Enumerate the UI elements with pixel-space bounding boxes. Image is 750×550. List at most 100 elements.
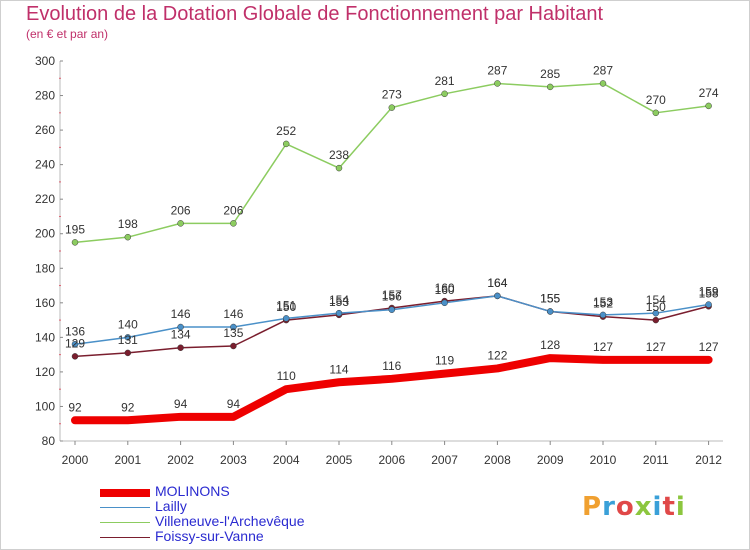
proxiti-logo: Proxiti [582, 492, 686, 522]
data-label: 114 [329, 362, 348, 376]
logo-letter: i [675, 492, 686, 522]
data-label: 155 [540, 291, 560, 305]
data-point [705, 301, 712, 308]
data-point [282, 315, 290, 322]
y-tick-label: 300 [35, 54, 55, 68]
data-label: 159 [699, 285, 719, 299]
data-label: 274 [699, 86, 719, 100]
chart-series [71, 80, 713, 425]
logo-letter: x [634, 492, 653, 522]
y-tick-label: 160 [35, 296, 55, 310]
x-tick-label: 2005 [326, 453, 353, 467]
y-tick-label: 240 [35, 158, 55, 172]
data-point [71, 239, 79, 246]
data-point [124, 334, 132, 341]
legend-label: Foissy-sur-Vanne [155, 528, 264, 544]
chart-axes: 80 100 120 140 160 180 200 220 240 260 280 300 2000 2… [35, 54, 723, 467]
x-tick-label: 2001 [114, 453, 141, 467]
data-point [230, 342, 237, 350]
data-point [177, 220, 184, 227]
data-point [494, 80, 501, 87]
legend-swatch [100, 506, 150, 509]
data-point [282, 140, 290, 148]
data-label: 270 [646, 93, 666, 107]
data-label: 134 [171, 328, 191, 342]
data-label: 195 [65, 222, 85, 236]
data-label: 154 [646, 293, 666, 307]
y-tick-label: 180 [35, 261, 55, 275]
data-point [177, 323, 184, 331]
y-tick-label: 100 [35, 399, 55, 413]
data-label: 287 [487, 63, 507, 77]
data-label: 285 [540, 67, 560, 81]
data-point [124, 349, 132, 357]
data-label: 154 [329, 293, 349, 307]
data-label: 164 [487, 276, 507, 290]
data-label: 158 [699, 286, 719, 300]
data-label: 129 [65, 336, 85, 350]
data-label: 140 [118, 317, 138, 331]
data-point [230, 220, 237, 227]
x-tick-label: 2008 [484, 453, 511, 467]
data-label: 131 [118, 333, 138, 347]
data-label: 156 [382, 290, 402, 304]
logo-letter: i [652, 492, 663, 522]
legend-label: MOLINONS [155, 483, 230, 499]
y-tick-label: 80 [42, 434, 56, 448]
data-label: 153 [329, 295, 349, 309]
data-label: 150 [276, 300, 296, 314]
data-label: 160 [435, 281, 455, 295]
x-tick-label: 2012 [695, 453, 722, 467]
logo-letter: o [615, 492, 635, 522]
data-label: 206 [223, 203, 243, 217]
data-label: 122 [487, 348, 507, 362]
data-label: 164 [487, 276, 507, 290]
y-tick-label: 280 [35, 89, 55, 103]
data-label: 136 [65, 324, 85, 338]
data-label: 146 [223, 307, 243, 321]
data-label: 94 [227, 397, 241, 411]
legend-swatch [100, 488, 150, 497]
data-point [335, 309, 343, 317]
legend-label: Lailly [155, 498, 187, 514]
x-tick-label: 2000 [62, 453, 89, 467]
data-label: 252 [276, 124, 296, 138]
data-label: 150 [646, 300, 666, 314]
data-label: 152 [593, 297, 613, 311]
data-label: 128 [540, 338, 560, 352]
legend-swatch [100, 536, 150, 539]
y-tick-label: 260 [35, 123, 55, 137]
data-label: 110 [277, 369, 296, 383]
x-tick-label: 2003 [220, 453, 247, 467]
data-label: 119 [435, 354, 454, 368]
x-tick-label: 2006 [378, 453, 405, 467]
data-label: 127 [646, 340, 666, 354]
data-point [652, 316, 660, 324]
data-label: 281 [435, 74, 455, 88]
data-point [546, 83, 554, 91]
data-label: 135 [223, 326, 243, 340]
chart-title: Evolution de la Dotation Globale de Fonc… [26, 3, 604, 25]
legend-swatch [100, 521, 150, 524]
data-label: 160 [435, 283, 455, 297]
data-point [230, 323, 237, 331]
data-label: 273 [382, 88, 402, 102]
data-label: 206 [171, 203, 191, 217]
data-point [71, 341, 79, 348]
x-tick-label: 2011 [643, 453, 669, 467]
y-tick-label: 200 [35, 227, 55, 241]
series-line [71, 354, 713, 425]
data-label: 238 [329, 148, 349, 162]
data-point [441, 90, 448, 98]
data-label: 198 [118, 217, 138, 231]
x-tick-label: 2009 [537, 453, 564, 467]
data-point [652, 309, 660, 317]
data-point [652, 109, 660, 117]
data-label: 92 [68, 400, 82, 414]
data-label: 127 [699, 340, 719, 354]
data-label: 92 [121, 400, 135, 414]
legend-label: Villeneuve-l'Archevêque [155, 513, 305, 529]
